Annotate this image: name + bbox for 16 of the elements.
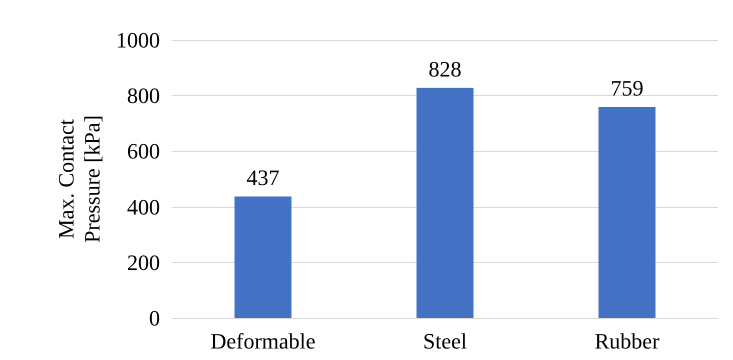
data-label: 828 [428,56,462,82]
x-tick-label: Rubber [594,328,660,354]
x-tick-label: Deformable [210,328,316,354]
y-tick-label: 0 [149,306,160,330]
bar [598,107,656,318]
bar [416,88,474,318]
y-tick-label: 1000 [116,28,160,52]
y-tick-label: 600 [127,138,160,164]
bar [234,196,292,318]
y-tick-label: 400 [127,194,160,220]
y-tick-label: 200 [127,250,160,275]
y-tick-label: 800 [127,83,160,108]
y-axis-title: Max. Contact Pressure [kPa] [54,115,105,243]
data-label: 759 [610,76,644,100]
data-label: 437 [246,165,280,190]
x-tick-label: Steel [423,328,467,354]
